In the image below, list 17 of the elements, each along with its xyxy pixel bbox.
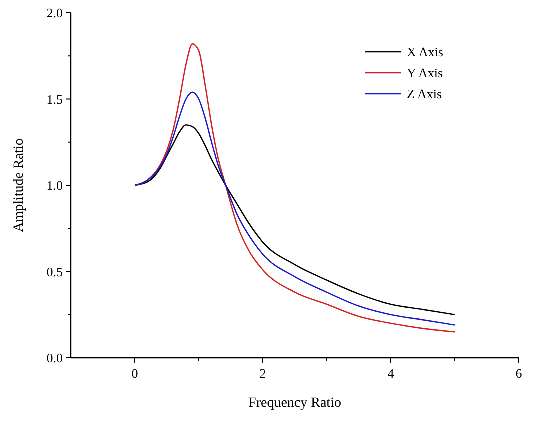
line-series <box>134 124 456 316</box>
x-tick-label: 2 <box>260 366 266 381</box>
x-axis-title: Frequency Ratio <box>248 396 342 411</box>
line-series <box>134 43 456 333</box>
y-tick-label: 0.0 <box>46 350 63 366</box>
y-tick-label: 1.0 <box>46 178 63 194</box>
x-tick-label: 6 <box>516 366 523 381</box>
legend-label: Y Axis <box>407 66 443 81</box>
x-tick-label: 4 <box>388 366 395 381</box>
y-tick-label: 0.5 <box>46 264 63 280</box>
legend-label: X Axis <box>407 44 444 60</box>
x-tick-label: 0 <box>132 366 138 381</box>
legend-label: Z Axis <box>407 86 442 102</box>
y-tick-label: 1.5 <box>46 92 63 107</box>
y-axis-title: Amplitude Ratio <box>12 138 27 232</box>
line-series <box>134 92 456 326</box>
y-tick-label: 2.0 <box>46 6 63 21</box>
